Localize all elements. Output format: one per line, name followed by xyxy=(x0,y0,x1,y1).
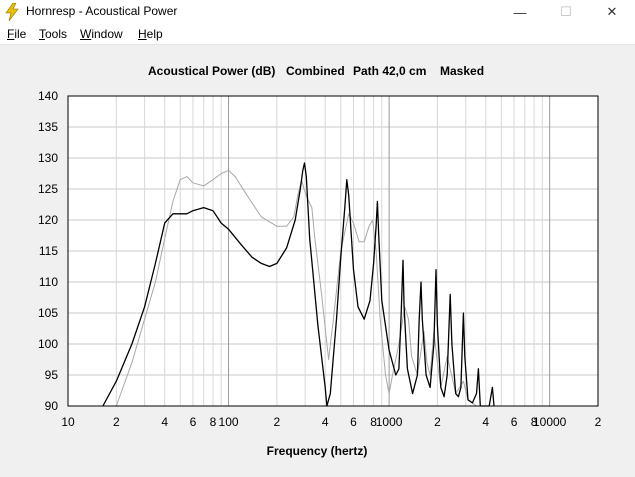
y-tick-label: 130 xyxy=(38,151,58,165)
title-masked: Masked xyxy=(440,64,484,78)
title-mode: Combined xyxy=(286,64,345,78)
title-bar: Hornresp - Acoustical Power — ☐ ✕ xyxy=(0,0,635,24)
menu-help[interactable]: Help xyxy=(138,27,163,41)
x-tick-label: 4 xyxy=(322,415,329,429)
maximize-button[interactable]: ☐ xyxy=(560,4,572,19)
y-tick-label: 95 xyxy=(45,368,59,382)
menu-tools[interactable]: Tools xyxy=(39,27,68,41)
x-tick-label: 6 xyxy=(190,415,197,429)
x-tick-label: 8 xyxy=(210,415,217,429)
y-tick-label: 120 xyxy=(38,213,58,227)
title-quantity: Acoustical Power (dB) xyxy=(148,64,275,78)
y-tick-label: 115 xyxy=(39,244,58,258)
y-tick-label: 140 xyxy=(38,89,58,103)
window-title: Hornresp - Acoustical Power xyxy=(26,4,178,18)
y-tick-labels: 90 95 100 105 110 115 120 125 130 135 140 xyxy=(38,89,58,413)
minimize-button[interactable]: — xyxy=(513,4,527,20)
x-tick-label: 4 xyxy=(482,415,489,429)
primary-series-line xyxy=(102,162,495,407)
title-path: Path 42,0 cm xyxy=(353,64,426,78)
y-tick-label: 105 xyxy=(38,306,58,320)
x-tick-label: 10000 xyxy=(533,415,567,429)
x-tick-label: 2 xyxy=(434,415,441,429)
x-axis-title: Frequency (hertz) xyxy=(267,444,368,458)
close-button[interactable]: ✕ xyxy=(606,4,618,19)
x-tick-label: 2 xyxy=(274,415,281,429)
lightning-bolt-icon xyxy=(5,3,19,21)
x-tick-label: 6 xyxy=(511,415,518,429)
x-tick-label: 8 xyxy=(531,415,538,429)
x-tick-label: 6 xyxy=(350,415,357,429)
x-tick-label: 2 xyxy=(113,415,120,429)
x-tick-label: 8 xyxy=(370,415,377,429)
x-tick-label: 4 xyxy=(161,415,168,429)
chart-title: Acoustical Power (dB) Combined Path 42,0… xyxy=(148,64,484,78)
x-tick-label: 100 xyxy=(219,415,239,429)
series-layer xyxy=(102,162,495,407)
menu-file[interactable]: File xyxy=(7,27,27,41)
y-tick-label: 100 xyxy=(38,337,58,351)
y-tick-label: 135 xyxy=(38,120,58,134)
menu-bar: File Tools Window Help xyxy=(0,24,635,45)
menu-window[interactable]: Window xyxy=(80,27,123,41)
chart-area: Acoustical Power (dB) Combined Path 42,0… xyxy=(0,45,635,477)
x-tick-label: 10 xyxy=(61,415,75,429)
acoustical-power-chart: Acoustical Power (dB) Combined Path 42,0… xyxy=(38,64,602,458)
plot-frame xyxy=(67,95,599,407)
x-tick-label: 1000 xyxy=(376,415,403,429)
y-tick-label: 90 xyxy=(45,399,59,413)
y-tick-label: 125 xyxy=(38,182,58,196)
x-tick-label: 2 xyxy=(595,415,602,429)
y-tick-label: 110 xyxy=(39,275,58,289)
